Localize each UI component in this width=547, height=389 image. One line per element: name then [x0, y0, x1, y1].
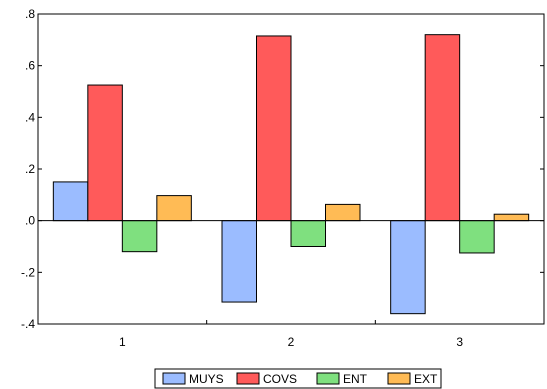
- bar-ext-3: [493, 213, 530, 222]
- y-tick-label: .6: [25, 59, 35, 73]
- bar-covs-2: [256, 35, 292, 222]
- legend-label-ent: ENT: [343, 372, 368, 386]
- x-tick-label: 3: [456, 335, 463, 349]
- y-axis: -.4 -.2 .0 .2 .4 .6 .8: [21, 7, 544, 331]
- legend-swatch-muys: [162, 372, 186, 385]
- legend-label-ext: EXT: [414, 372, 438, 386]
- bar-muys-2: [221, 220, 257, 303]
- bar-muys-1: [52, 181, 89, 222]
- bar-covs-1: [87, 84, 123, 222]
- bar-ext-2: [325, 203, 361, 222]
- y-tick-label: -.2: [21, 265, 35, 279]
- y-tick-label: .4: [25, 110, 35, 124]
- legend: MUYS COVS ENT EXT: [154, 368, 442, 389]
- bar-covs-3: [424, 34, 461, 222]
- y-tick-label: .0: [25, 214, 35, 228]
- legend-swatch-ext: [387, 372, 411, 385]
- bar-ent-1: [121, 220, 158, 253]
- bar-ent-3: [459, 220, 495, 254]
- legend-label-covs: COVS: [263, 372, 297, 386]
- bar-ext-1: [156, 195, 192, 222]
- legend-swatch-covs: [236, 372, 260, 385]
- bar-ent-2: [290, 220, 326, 248]
- x-axis: 1 2 3: [119, 320, 463, 349]
- legend-swatch-ent: [316, 372, 340, 385]
- legend-box: [154, 368, 442, 389]
- legend-label-muys: MUYS: [189, 372, 224, 386]
- bars-group: [52, 34, 530, 315]
- y-tick-label: -.4: [21, 317, 35, 331]
- y-tick-label: .2: [25, 162, 35, 176]
- y-tick-label: .8: [25, 7, 35, 21]
- x-tick-label: 1: [119, 335, 126, 349]
- bar-muys-3: [390, 220, 426, 315]
- x-tick-label: 2: [288, 335, 295, 349]
